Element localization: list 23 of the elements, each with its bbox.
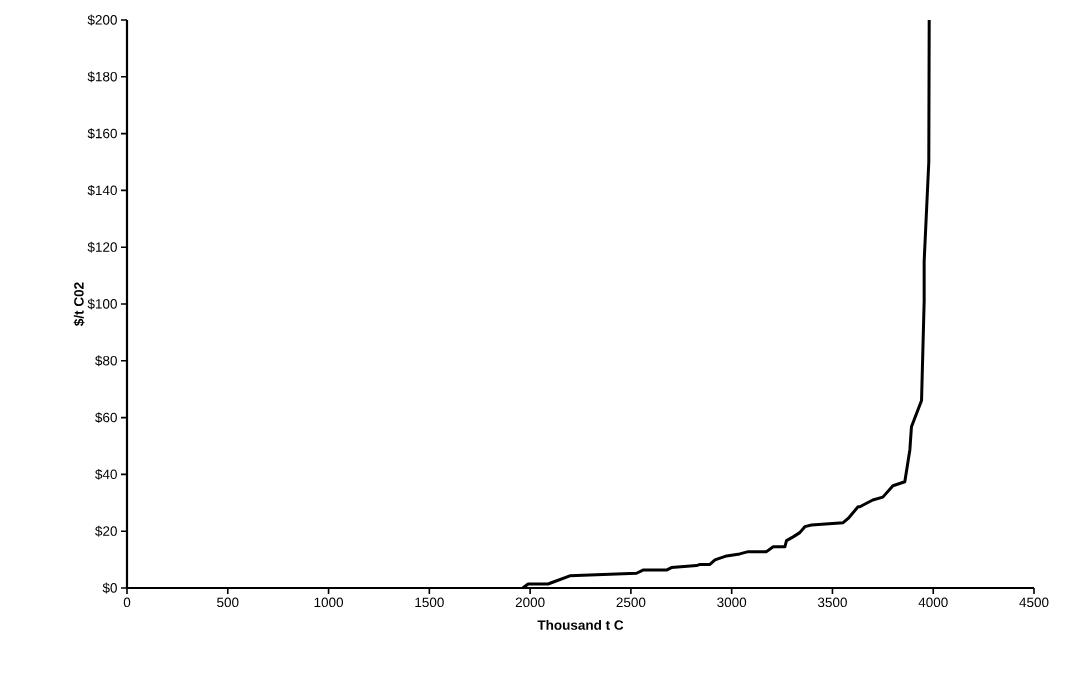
y-tick-label: $160 — [87, 128, 117, 140]
x-axis-title: Thousand t C — [537, 619, 624, 630]
x-tick-label: 4500 — [1019, 597, 1049, 608]
x-tick-label: 3000 — [717, 597, 747, 608]
y-tick-label: $200 — [87, 14, 117, 26]
y-tick-label: $140 — [87, 184, 117, 196]
y-tick-label: $80 — [95, 355, 117, 367]
y-tick-label: $60 — [95, 412, 117, 424]
x-tick-label: 3500 — [817, 597, 847, 608]
x-tick-label: 1000 — [314, 597, 344, 608]
y-tick-label: $120 — [87, 241, 117, 253]
y-tick-label: $0 — [102, 582, 117, 594]
y-tick-label: $180 — [87, 71, 117, 83]
x-tick-label: 4000 — [918, 597, 948, 608]
x-tick-label: 1500 — [415, 597, 444, 608]
x-tick-label: 2000 — [515, 597, 545, 608]
y-axis-title: $/t C02 — [73, 282, 85, 326]
y-tick-label: $40 — [95, 468, 117, 480]
y-tick-label: $100 — [87, 298, 117, 310]
x-tick-label: 500 — [217, 597, 239, 608]
x-tick-label: 2500 — [616, 597, 646, 608]
x-tick-label: 0 — [123, 597, 131, 608]
y-tick-label: $20 — [95, 525, 117, 537]
